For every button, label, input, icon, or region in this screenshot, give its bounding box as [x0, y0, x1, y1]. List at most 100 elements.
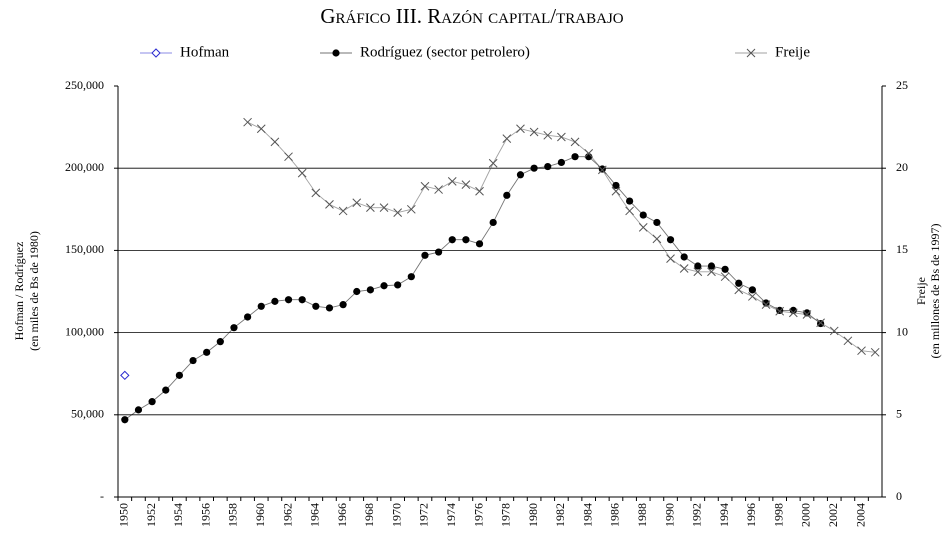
- point: [530, 164, 538, 172]
- point: [870, 347, 880, 357]
- point: [502, 134, 512, 143]
- series-line: [124, 156, 821, 421]
- point: [721, 265, 729, 273]
- point: [489, 218, 497, 227]
- point: [189, 356, 197, 365]
- point: [134, 406, 143, 414]
- point: [803, 309, 811, 317]
- x-tick-label: 1988: [635, 503, 649, 527]
- point: [244, 313, 252, 321]
- x-tick-label: 1958: [226, 503, 240, 527]
- point: [571, 153, 579, 161]
- point: [257, 302, 265, 310]
- x-tick-label: 1960: [253, 503, 267, 527]
- legend-marker: [151, 48, 161, 58]
- point: [353, 287, 361, 296]
- x-tick-label: 1972: [417, 503, 431, 527]
- point: [611, 186, 621, 196]
- series-line: [247, 121, 876, 353]
- point: [312, 302, 320, 310]
- x-tick-label: 1964: [308, 503, 322, 527]
- point: [680, 253, 688, 261]
- point: [843, 336, 853, 346]
- y-tick-label: 250,000: [65, 78, 104, 92]
- point: [652, 234, 662, 244]
- point: [748, 286, 756, 294]
- point: [175, 371, 183, 379]
- point: [625, 206, 634, 216]
- point: [816, 318, 825, 328]
- point: [707, 267, 716, 277]
- x-tick-label: 1990: [662, 503, 676, 527]
- point: [802, 310, 812, 319]
- point: [162, 386, 170, 394]
- point: [639, 211, 647, 219]
- point: [734, 285, 744, 295]
- point: [612, 181, 620, 190]
- point: [584, 149, 594, 158]
- point: [762, 299, 770, 307]
- point: [366, 286, 374, 294]
- x-tick-label: 1956: [198, 503, 212, 527]
- point: [597, 165, 607, 175]
- y2-tick-label: 10: [896, 324, 908, 338]
- chart-title: Gráfico III. Razón capital/trabajo: [320, 4, 623, 28]
- point: [544, 162, 552, 171]
- point: [761, 300, 771, 310]
- point: [420, 181, 430, 191]
- point: [666, 236, 675, 244]
- x-tick-label: 1962: [280, 503, 294, 527]
- x-tick-label: 1996: [744, 503, 758, 527]
- x-tick-label: 1952: [144, 503, 158, 527]
- y-axis-title: Hofman / Rodríguez: [12, 242, 26, 341]
- point: [448, 236, 456, 244]
- point: [394, 281, 402, 289]
- point: [653, 218, 661, 227]
- legend-label: Hofman: [180, 44, 230, 60]
- point: [557, 132, 566, 142]
- x-tick-label: 2000: [799, 503, 813, 527]
- x-tick-label: 1994: [717, 503, 731, 527]
- point: [393, 208, 403, 217]
- y2-axis-title: Freije: [914, 277, 928, 305]
- point: [543, 130, 553, 140]
- legend-label: Rodríguez (sector petrolero): [360, 44, 530, 60]
- x-tick-label: 1980: [526, 503, 540, 527]
- x-tick-label: 1978: [499, 503, 513, 527]
- x-tick-label: 2004: [853, 503, 867, 527]
- legend-marker: [332, 49, 340, 57]
- point: [638, 223, 648, 232]
- point: [788, 308, 798, 318]
- point: [679, 264, 689, 273]
- y-tick-label: 200,000: [65, 160, 104, 174]
- point: [503, 191, 511, 199]
- point: [379, 203, 389, 213]
- point: [339, 301, 347, 309]
- point: [557, 158, 565, 167]
- point: [447, 176, 457, 186]
- point: [857, 346, 866, 356]
- point: [243, 117, 252, 127]
- point: [271, 297, 279, 305]
- x-tick-label: 1950: [117, 503, 131, 527]
- point: [829, 326, 839, 336]
- point: [284, 152, 293, 162]
- x-tick-label: 1986: [608, 503, 622, 527]
- point: [775, 306, 785, 316]
- point: [366, 203, 375, 213]
- point: [338, 206, 348, 216]
- point: [120, 370, 130, 381]
- point: [693, 267, 703, 277]
- point: [407, 273, 415, 281]
- x-tick-label: 1982: [553, 503, 567, 527]
- y2-tick-label: 15: [896, 242, 908, 256]
- point: [666, 254, 675, 263]
- point: [352, 198, 362, 208]
- y2-axis-title: (en millones de Bs de 1997): [928, 224, 942, 359]
- point: [434, 185, 443, 194]
- point: [516, 171, 525, 179]
- point: [776, 306, 784, 315]
- point: [735, 279, 743, 287]
- x-tick-label: 1984: [580, 503, 594, 527]
